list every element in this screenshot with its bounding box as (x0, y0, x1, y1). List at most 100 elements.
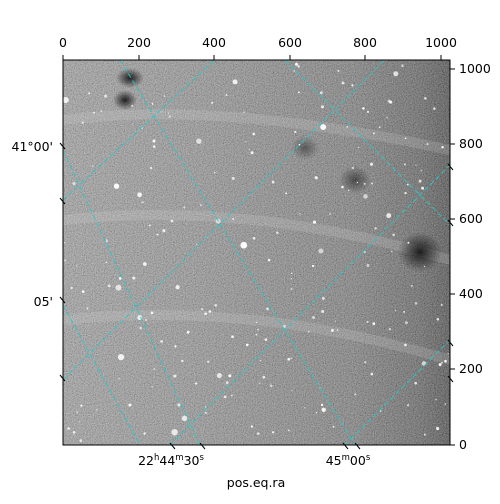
bottom-tick-label-ra-2: 45m00s (326, 453, 371, 468)
star (357, 146, 360, 149)
star (152, 139, 156, 143)
star (255, 333, 258, 336)
star (337, 69, 340, 72)
star (250, 425, 254, 428)
star (356, 181, 359, 184)
star (346, 126, 349, 128)
star (150, 311, 154, 315)
star (128, 403, 132, 407)
star (372, 322, 376, 325)
star (406, 403, 410, 407)
star (291, 272, 293, 274)
star (266, 307, 269, 311)
star (211, 101, 214, 104)
star (386, 117, 388, 119)
star (433, 107, 436, 110)
star (137, 192, 142, 198)
star (152, 145, 156, 148)
star (173, 374, 177, 378)
star (106, 239, 108, 241)
star (264, 338, 268, 341)
star (423, 433, 426, 436)
star (113, 183, 120, 189)
star (394, 309, 397, 312)
star (415, 164, 417, 166)
star (145, 319, 147, 321)
star (93, 111, 95, 114)
star (423, 265, 426, 268)
star (444, 403, 447, 405)
star (420, 169, 423, 172)
star (404, 191, 407, 195)
star (414, 381, 418, 385)
star (167, 112, 170, 114)
star (312, 220, 317, 224)
star (168, 115, 171, 118)
star (204, 411, 207, 414)
star (329, 213, 331, 215)
star (393, 71, 399, 77)
star (436, 318, 440, 321)
star (262, 375, 266, 379)
star (314, 176, 318, 180)
right-tick-label: 200 (459, 361, 483, 376)
star (320, 403, 324, 407)
star (160, 339, 164, 343)
top-tick-label: 200 (127, 35, 151, 50)
star (440, 303, 443, 306)
star (388, 328, 392, 331)
star (117, 353, 125, 361)
star (440, 361, 443, 364)
top-axis (62, 55, 442, 60)
star (298, 91, 300, 94)
right-tick-label: 400 (459, 286, 483, 301)
star (290, 288, 293, 290)
star (250, 151, 254, 155)
star (294, 130, 297, 134)
star (240, 241, 248, 249)
star (364, 361, 367, 364)
star (318, 248, 324, 254)
star (347, 189, 350, 192)
star (378, 126, 381, 129)
star (105, 240, 108, 243)
star (299, 213, 301, 215)
star (304, 407, 306, 409)
star (80, 404, 83, 407)
star (407, 241, 410, 244)
left-tick-label: 05' (34, 294, 53, 309)
star (88, 92, 91, 95)
star (290, 357, 293, 360)
star (231, 335, 234, 339)
star (72, 182, 76, 186)
bottom-tick-label-ra-1: 22h44m30s (138, 453, 204, 468)
star (315, 411, 318, 414)
star (370, 182, 374, 185)
top-tick-label: 600 (278, 35, 302, 50)
star (208, 310, 212, 313)
right-tick-label: 0 (459, 437, 467, 452)
star (143, 432, 146, 435)
star (230, 394, 233, 397)
star (245, 141, 247, 143)
right-tick-label: 800 (459, 136, 483, 151)
star (362, 107, 365, 110)
star (81, 290, 85, 294)
star (332, 425, 335, 428)
star (426, 143, 429, 146)
star (132, 276, 136, 280)
star (320, 105, 325, 109)
star (351, 166, 355, 170)
star (389, 100, 393, 104)
star (105, 261, 108, 263)
star (291, 389, 293, 391)
star (225, 93, 228, 97)
star (363, 194, 368, 199)
star (366, 321, 369, 324)
star (386, 213, 392, 219)
star (271, 431, 275, 434)
star (199, 204, 202, 207)
star (311, 264, 315, 268)
star (435, 398, 437, 401)
star (79, 420, 81, 422)
